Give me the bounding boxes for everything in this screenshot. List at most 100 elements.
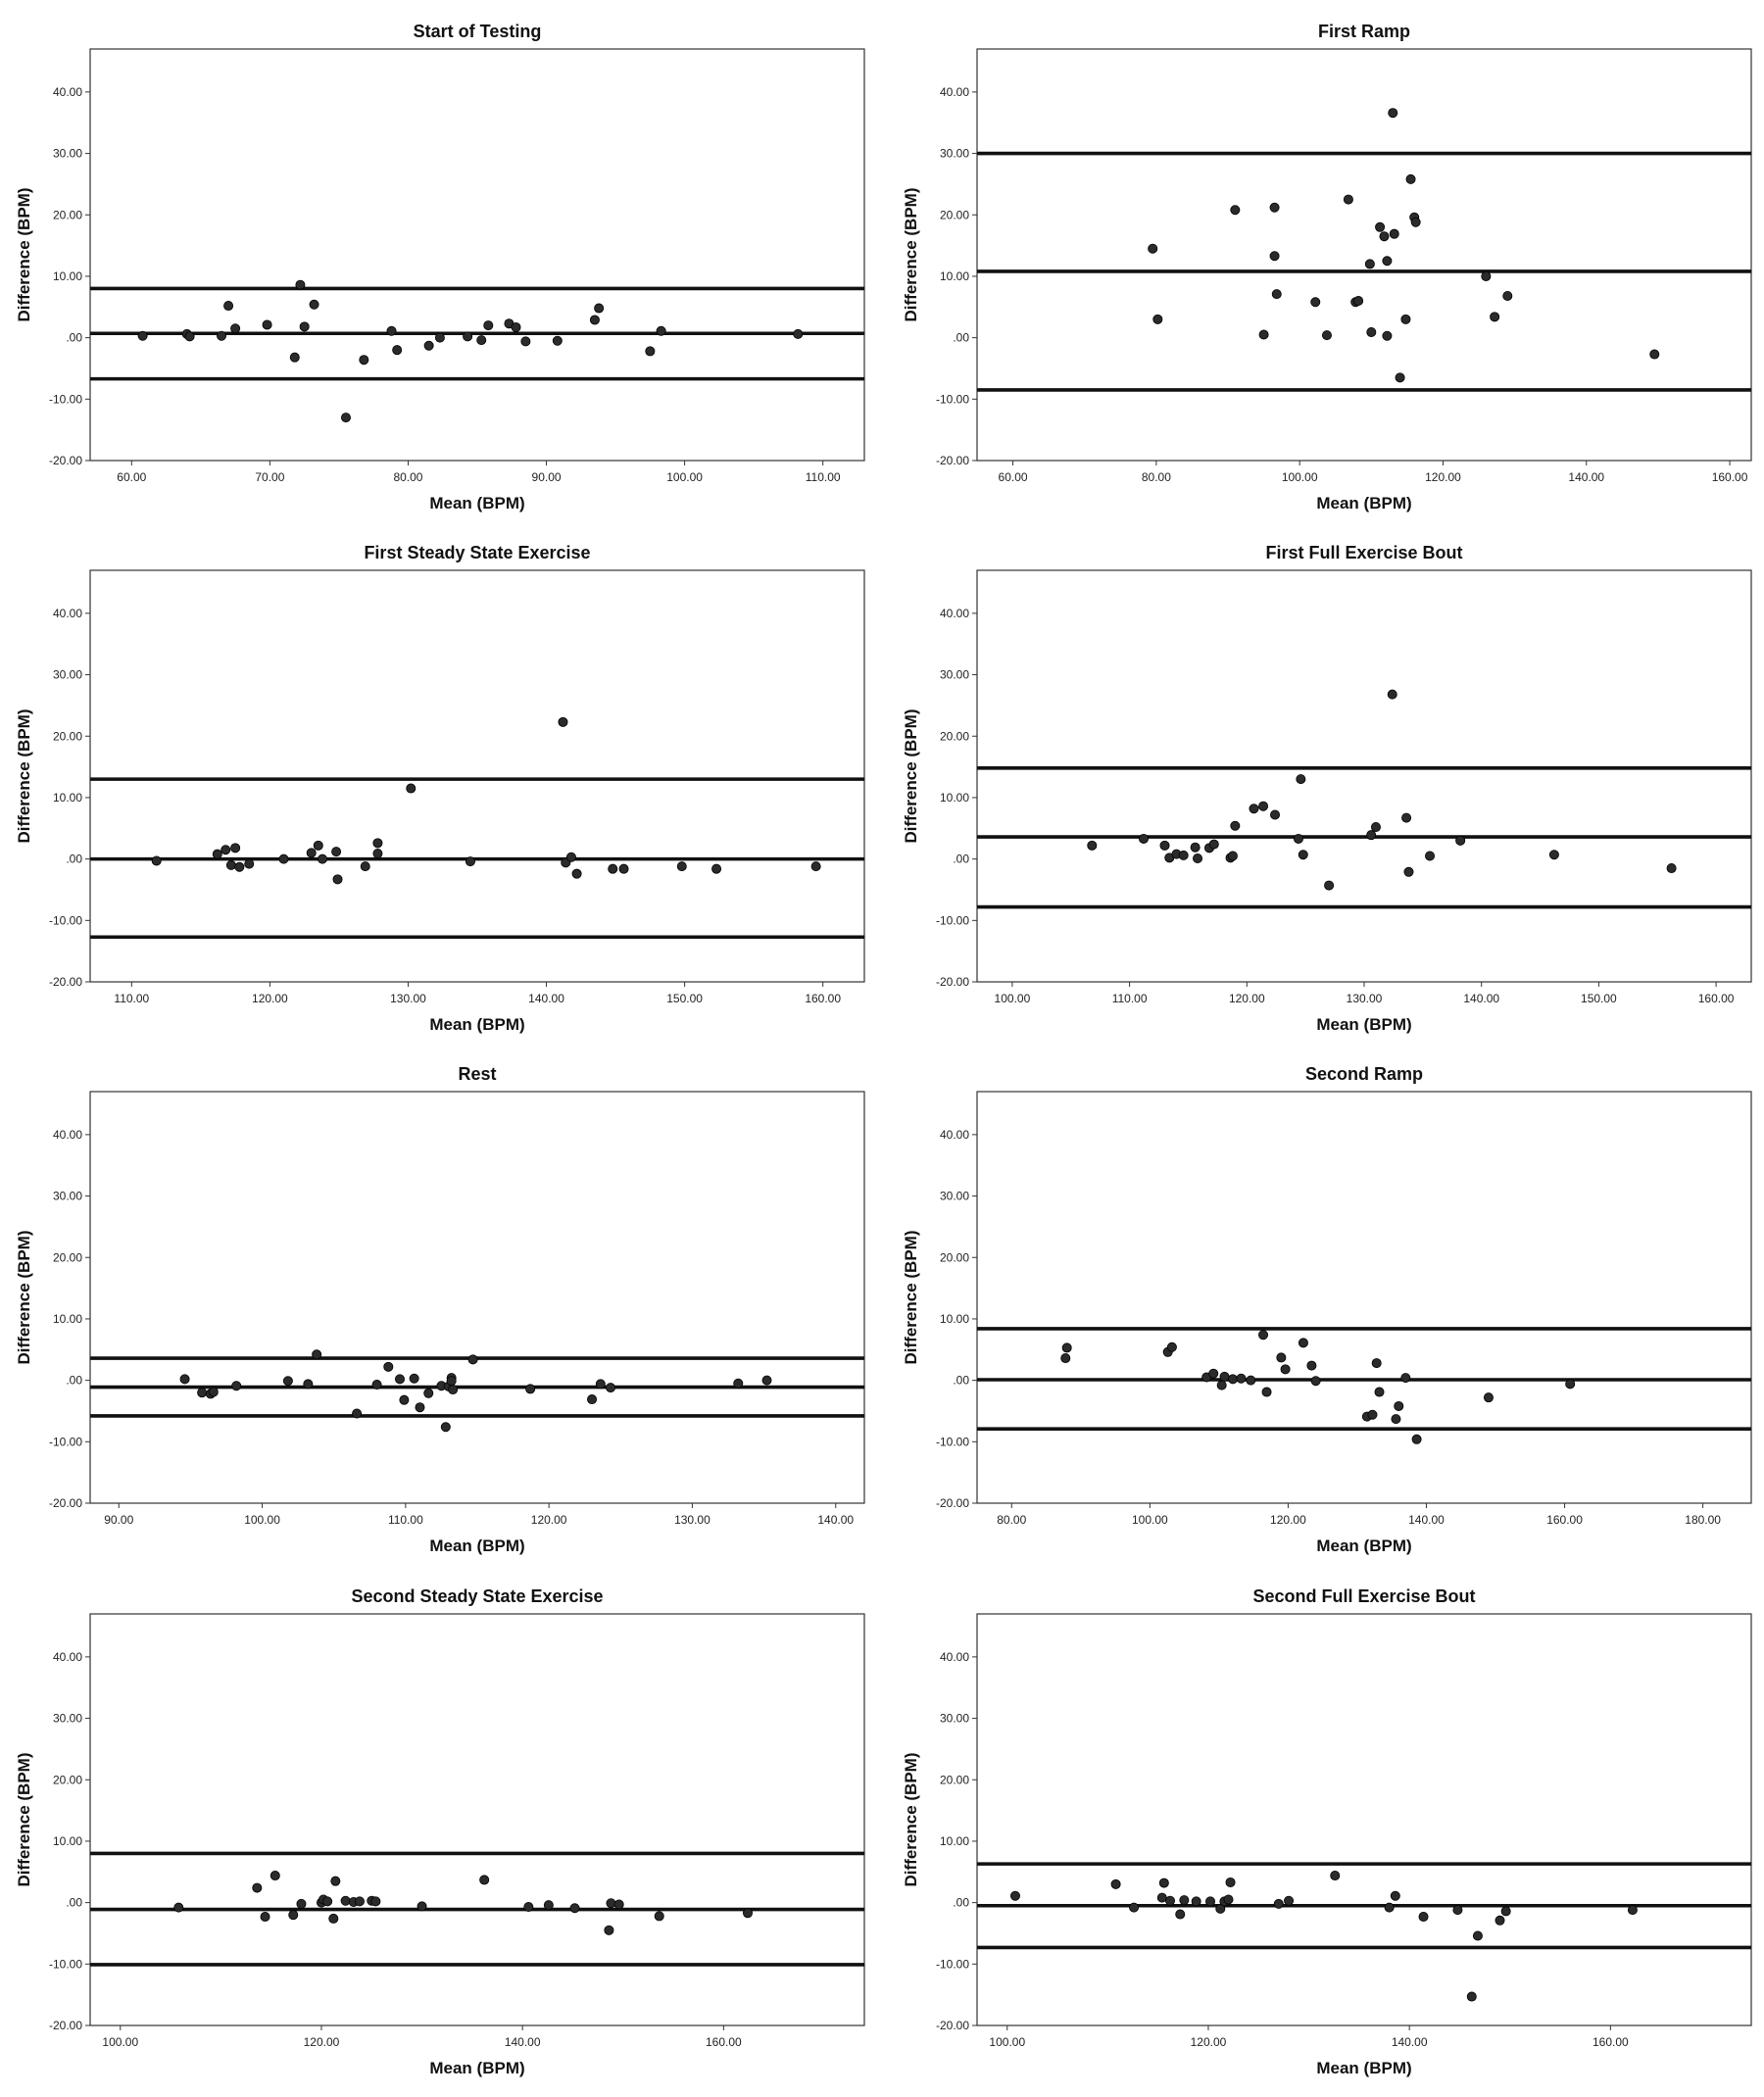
data-point — [569, 1903, 580, 1914]
data-point — [372, 838, 383, 849]
data-point — [217, 330, 227, 341]
data-point — [1215, 1903, 1226, 1914]
y-tick-label: -10.00 — [936, 1435, 969, 1448]
data-point — [1389, 228, 1399, 239]
data-point — [733, 1378, 744, 1389]
plot-area — [89, 48, 865, 462]
y-tick-label: 10.00 — [940, 1834, 969, 1848]
data-point — [479, 1875, 490, 1885]
y-tick-label: -20.00 — [49, 1496, 82, 1510]
data-point — [328, 1913, 339, 1924]
data-point — [299, 321, 310, 332]
data-point — [1324, 880, 1335, 891]
y-axis-label: Difference (BPM) — [902, 1753, 920, 1887]
x-axis-label: Mean (BPM) — [1316, 494, 1411, 512]
data-point — [295, 279, 306, 290]
data-point — [606, 1383, 616, 1393]
y-tick-label: -20.00 — [936, 454, 969, 467]
data-point — [1208, 1368, 1219, 1379]
data-point — [1367, 1409, 1378, 1420]
y-tick-label: -20.00 — [49, 2019, 82, 2032]
x-tick-label: 160.00 — [1712, 470, 1748, 484]
x-tick-label: 100.00 — [666, 470, 703, 484]
x-axis-label: Mean (BPM) — [429, 1015, 524, 1034]
data-point — [1236, 1373, 1247, 1384]
y-tick-label: .00 — [953, 1896, 969, 1910]
data-point — [523, 1902, 534, 1913]
y-axis-label: Difference (BPM) — [15, 188, 33, 322]
y-axis-label: Difference (BPM) — [902, 1231, 920, 1365]
data-point — [1208, 839, 1219, 850]
data-point — [1382, 330, 1393, 341]
data-point — [230, 323, 241, 334]
data-point — [1666, 863, 1677, 874]
plot-area — [89, 1613, 865, 2026]
data-point — [552, 335, 563, 346]
x-tick-label: 110.00 — [806, 470, 841, 484]
y-tick-label: -20.00 — [936, 1496, 969, 1510]
y-tick-label: -10.00 — [936, 913, 969, 927]
data-point — [525, 1384, 536, 1394]
data-point — [1382, 256, 1393, 267]
data-point — [1387, 689, 1397, 700]
data-point — [137, 330, 148, 341]
y-tick-label: 20.00 — [53, 729, 82, 743]
data-point — [332, 874, 343, 885]
data-point — [312, 1349, 322, 1360]
x-tick-label: 100.00 — [1282, 470, 1318, 484]
y-tick-label: 10.00 — [53, 1834, 82, 1848]
chart-panel-4: First Full Exercise Bout -20.00 -10.00 .00 1… — [902, 543, 1752, 1034]
data-point — [645, 346, 656, 357]
y-tick-label: -10.00 — [49, 1435, 82, 1448]
data-point — [711, 863, 722, 874]
data-point — [1205, 1896, 1216, 1907]
data-point — [1148, 243, 1158, 254]
x-tick-label: 130.00 — [1347, 992, 1383, 1005]
chart-panel-2: First Ramp -20.00 -10.00 .00 10.00 20.00 30.00… — [902, 22, 1752, 512]
data-point — [278, 853, 289, 864]
x-tick-label: 120.00 — [304, 2035, 340, 2049]
data-point — [1087, 840, 1098, 851]
data-point — [352, 1408, 363, 1419]
data-point — [1230, 820, 1241, 831]
x-tick-label: 120.00 — [1229, 992, 1265, 1005]
x-tick-label: 140.00 — [1408, 1513, 1445, 1527]
data-point — [1061, 1342, 1072, 1353]
chart-title: First Steady State Exercise — [364, 543, 590, 562]
chart-panel-1: Start of Testing -20.00 -10.00 .00 10.00 20.0… — [15, 22, 865, 512]
data-point — [371, 1380, 382, 1390]
x-axis-label: Mean (BPM) — [1316, 2059, 1411, 2077]
data-point — [383, 1361, 394, 1372]
data-point — [1223, 1894, 1234, 1905]
x-tick-label: 150.00 — [1581, 992, 1617, 1005]
data-point — [223, 301, 234, 312]
data-point — [1269, 251, 1280, 262]
x-axis-label: Mean (BPM) — [429, 2059, 524, 2077]
data-point — [1395, 372, 1405, 383]
data-point — [1565, 1379, 1576, 1390]
data-point — [1219, 1371, 1230, 1382]
x-tick-label: 80.00 — [1142, 470, 1171, 484]
data-point — [1411, 1434, 1422, 1444]
x-tick-label: 160.00 — [706, 2035, 742, 2049]
plot-area — [976, 1091, 1752, 1504]
x-tick-label: 120.00 — [1270, 1513, 1306, 1527]
data-point — [1276, 1352, 1287, 1363]
data-point — [1388, 108, 1398, 119]
data-point — [1490, 312, 1500, 322]
data-point — [654, 1911, 664, 1922]
x-tick-label: 110.00 — [114, 992, 149, 1005]
y-tick-label: -10.00 — [49, 392, 82, 406]
data-point — [225, 859, 236, 870]
data-point — [1310, 1376, 1321, 1387]
x-tick-label: 160.00 — [1698, 992, 1735, 1005]
x-tick-label: 70.00 — [255, 470, 284, 484]
data-point — [1110, 1878, 1121, 1889]
data-point — [1284, 1895, 1295, 1906]
data-point — [1190, 842, 1200, 853]
data-point — [1418, 1912, 1429, 1923]
data-point — [1273, 1898, 1284, 1909]
data-point — [1249, 804, 1259, 814]
data-point — [359, 355, 369, 366]
y-tick-label: 40.00 — [940, 85, 969, 99]
